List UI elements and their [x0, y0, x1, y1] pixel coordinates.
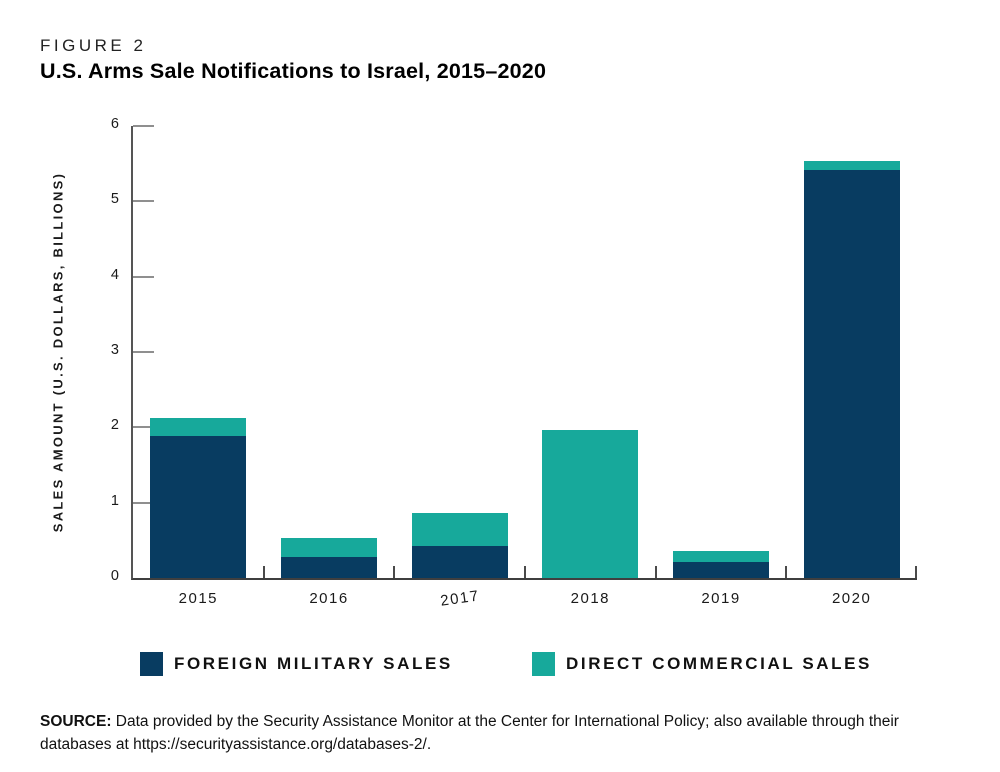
x-label-2015: 2015 [178, 590, 219, 607]
x-label-2017: 2017 [438, 587, 481, 610]
y-axis-title: SALES AMOUNT (U.S. DOLLARS, BILLIONS) [50, 171, 66, 533]
source-label: SOURCE: [40, 713, 112, 730]
x-tick-5 [785, 566, 788, 578]
y-tick-6 [133, 125, 154, 127]
y-tick-label-2: 2 [110, 417, 119, 434]
bar-dcs-2016 [281, 538, 377, 557]
x-tick-4 [654, 566, 657, 578]
y-tick-5 [133, 200, 154, 203]
x-label-2020: 2020 [831, 590, 872, 607]
x-tick-1 [262, 566, 265, 578]
y-tick-label-0: 0 [110, 568, 119, 584]
y-tick-3 [133, 351, 154, 353]
y-tick-2 [133, 426, 154, 429]
x-tick-end [915, 566, 917, 578]
y-tick-4 [133, 275, 154, 278]
legend-swatch-fms [140, 652, 163, 676]
x-tick-2 [393, 566, 396, 578]
x-label-2019: 2019 [701, 590, 741, 607]
source-text: Data provided by the Security Assistance… [40, 713, 899, 753]
y-tick-label-1: 1 [110, 492, 119, 509]
legend-item-direct-commercial-sales: DIRECT COMMERCIAL SALES [532, 652, 872, 676]
bar-dcs-2015 [150, 417, 247, 437]
figure-title: U.S. Arms Sale Notifications to Israel, … [40, 59, 547, 83]
legend-item-foreign-military-sales: FOREIGN MILITARY SALES [140, 652, 453, 676]
x-label-2018: 2018 [570, 590, 611, 607]
plot-area: 0 1 2 3 4 5 6 2015 2016 2017 2018 2019 2020 [111, 116, 917, 610]
bar-fms-2016 [281, 556, 377, 578]
legend-label-dcs: DIRECT COMMERCIAL SALES [566, 654, 872, 673]
figure-number: FIGURE 2 [40, 36, 147, 55]
y-tick-label-6: 6 [110, 116, 119, 132]
y-tick-1 [133, 501, 154, 504]
y-tick-label-4: 4 [110, 266, 119, 283]
bar-dcs-2018 [542, 429, 639, 578]
legend-swatch-dcs [532, 652, 555, 676]
source-note: SOURCE: Data provided by the Security As… [40, 710, 972, 756]
bar-dcs-2019 [673, 550, 769, 563]
bar-fms-2020 [803, 170, 900, 578]
bar-fms-2019 [673, 562, 769, 578]
y-tick-label-5: 5 [110, 191, 119, 208]
y-tick-label-3: 3 [110, 342, 119, 358]
bar-dcs-2020 [803, 160, 900, 171]
x-tick-3 [524, 566, 526, 578]
legend-label-fms: FOREIGN MILITARY SALES [174, 654, 453, 673]
bar-fms-2015 [150, 436, 247, 578]
x-label-2016: 2016 [309, 590, 349, 607]
bar-fms-2017 [411, 546, 508, 578]
bar-dcs-2017 [411, 513, 508, 547]
